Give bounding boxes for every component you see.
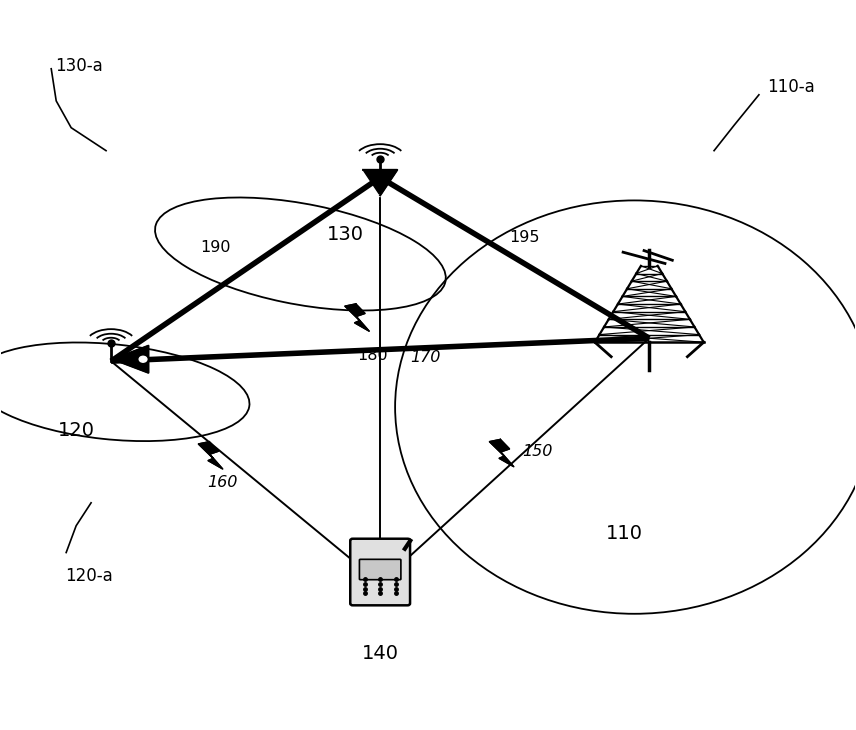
Text: 130: 130 <box>327 226 364 245</box>
Polygon shape <box>199 442 223 469</box>
FancyBboxPatch shape <box>360 559 401 580</box>
Text: 180: 180 <box>357 347 388 363</box>
Text: 195: 195 <box>509 230 540 245</box>
Text: 120: 120 <box>57 420 95 439</box>
Text: 110: 110 <box>606 524 643 543</box>
Text: 120-a: 120-a <box>65 566 113 585</box>
Text: 140: 140 <box>361 644 399 663</box>
Polygon shape <box>490 439 514 466</box>
Polygon shape <box>363 170 397 196</box>
Text: 110-a: 110-a <box>767 78 815 96</box>
Text: 130-a: 130-a <box>56 58 103 75</box>
Text: 170: 170 <box>410 350 440 365</box>
Text: 150: 150 <box>522 444 553 459</box>
Circle shape <box>140 356 147 362</box>
FancyBboxPatch shape <box>350 539 410 605</box>
Polygon shape <box>113 346 148 373</box>
Polygon shape <box>345 304 369 331</box>
Text: 190: 190 <box>200 240 231 256</box>
Text: 160: 160 <box>207 474 238 490</box>
